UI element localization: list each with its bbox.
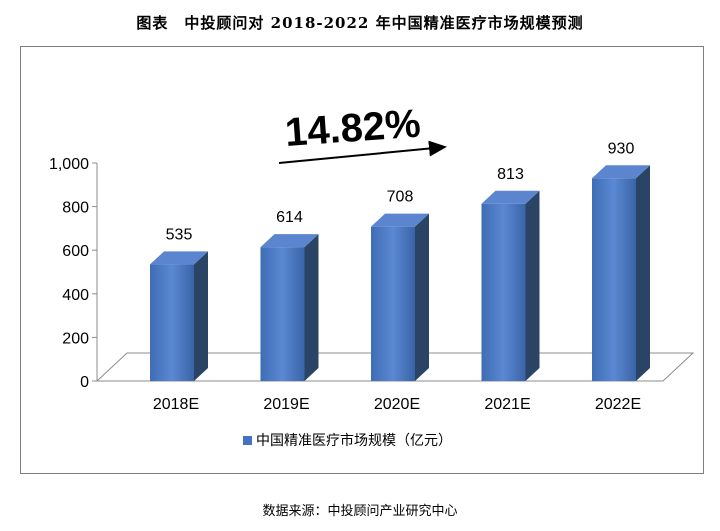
bar-side	[636, 165, 650, 381]
bar-series	[150, 165, 650, 381]
y-tick-label: 400	[62, 287, 89, 304]
growth-arrow	[278, 140, 447, 164]
bar	[150, 251, 208, 381]
x-tick-label: 2020E	[374, 396, 420, 413]
chart-title: 图表 中投顾问对 2018-2022 年中国精准医疗市场规模预测	[136, 14, 584, 32]
bar-front	[260, 247, 305, 381]
data-label: 930	[608, 140, 635, 157]
chart-frame	[20, 46, 704, 474]
bar	[371, 213, 429, 381]
y-tick-label: 0	[80, 374, 89, 391]
x-tick-label: 2019E	[263, 396, 309, 413]
bar-side	[304, 234, 319, 381]
y-tick-label: 1,000	[49, 156, 89, 173]
data-label: 535	[166, 226, 193, 243]
data-label: 813	[497, 166, 524, 183]
bar-front	[371, 226, 415, 381]
legend-swatch	[243, 436, 252, 445]
bar-side	[415, 213, 429, 381]
bar-top	[592, 165, 650, 179]
bar-side	[525, 190, 540, 381]
legend-label: 中国精准医疗市场规模（亿元）	[256, 432, 452, 449]
y-tick-label: 600	[62, 243, 89, 260]
bar-top	[150, 251, 208, 265]
y-tick-label: 800	[62, 200, 89, 217]
x-tick-label: 2018E	[153, 396, 199, 413]
x-tick-label: 2021E	[484, 396, 530, 413]
bar-top	[371, 213, 429, 227]
bar-front	[481, 203, 526, 381]
bar-top	[260, 234, 319, 248]
x-tick-label: 2022E	[595, 396, 641, 413]
y-tick-label: 200	[62, 330, 89, 347]
data-label: 614	[276, 209, 303, 226]
bar-front	[150, 264, 194, 381]
bar	[592, 165, 650, 381]
chart-floor	[95, 352, 695, 382]
bar-side	[194, 251, 208, 381]
y-axis-ticks: 0 200 400 600 800 1,000	[49, 156, 97, 391]
bar	[260, 234, 319, 381]
data-label: 708	[387, 189, 414, 206]
data-labels: 535 614 708 813 930	[166, 140, 635, 243]
growth-annotation: 14.82%	[284, 102, 422, 155]
bar-front	[592, 178, 636, 381]
data-source: 数据来源：中投顾问产业研究中心	[262, 504, 458, 519]
x-axis-labels: 2018E 2019E 2020E 2021E 2022E	[153, 396, 641, 413]
bar	[481, 190, 540, 381]
bar-top	[481, 190, 540, 204]
